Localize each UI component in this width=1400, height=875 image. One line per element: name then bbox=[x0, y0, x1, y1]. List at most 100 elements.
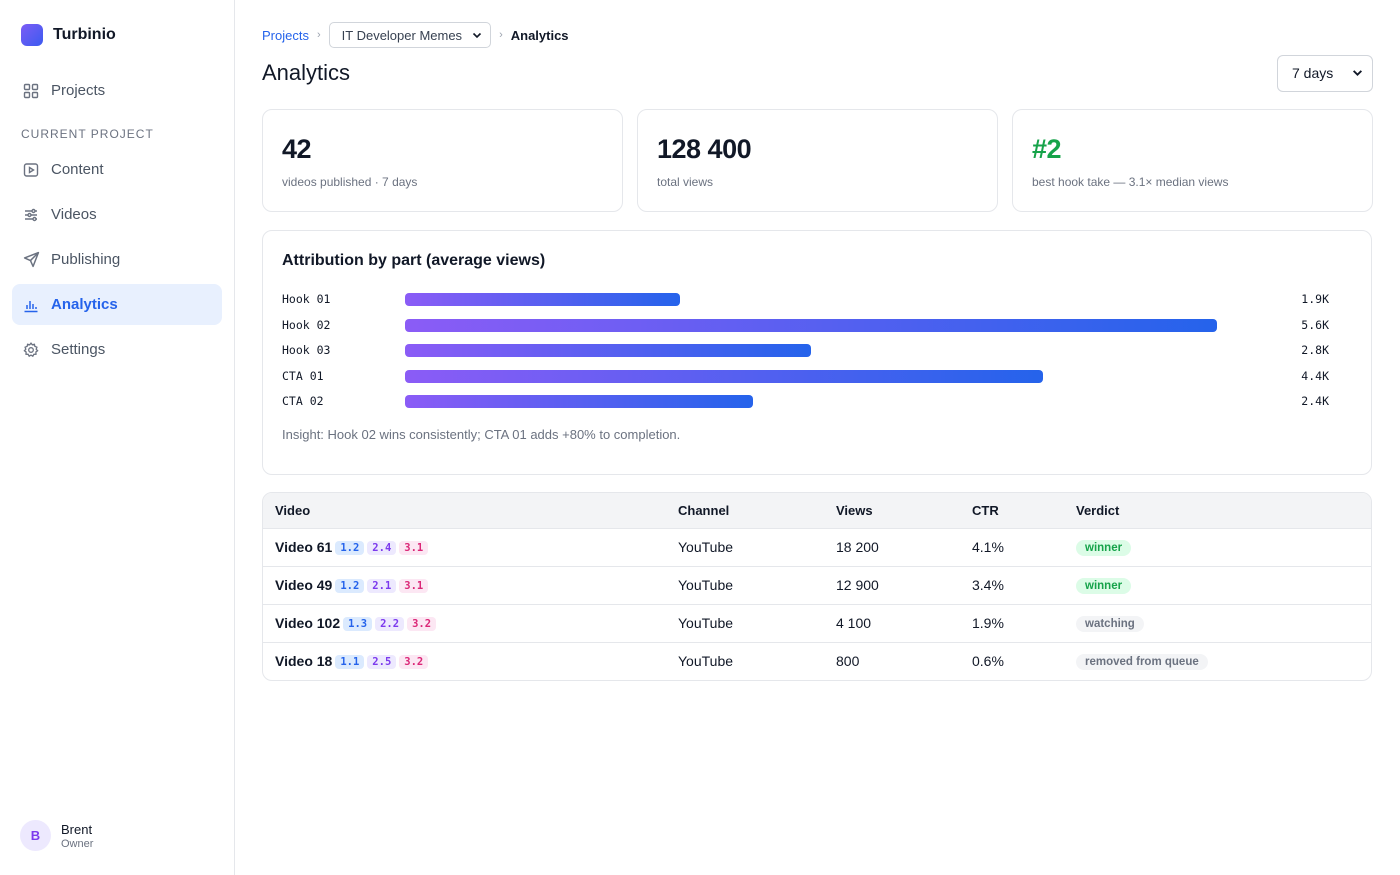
brand-name: Turbinio bbox=[53, 26, 116, 43]
bar-category-label: Hook 02 bbox=[282, 317, 331, 332]
cell-video: Video 18 1.1 2.5 3.2 bbox=[263, 641, 666, 680]
sidebar-item-analytics[interactable]: Analytics bbox=[12, 284, 222, 325]
cell-video: Video 61 1.2 2.4 3.1 bbox=[263, 527, 666, 566]
table-header-row: Video Channel Views CTR Verdict bbox=[263, 493, 1371, 528]
send-icon bbox=[22, 251, 40, 269]
bar-category-label: Hook 01 bbox=[282, 292, 331, 306]
part-tag: 2.4 bbox=[367, 541, 397, 555]
part-tag: 1.2 bbox=[335, 579, 365, 593]
part-tag: 3.1 bbox=[399, 541, 429, 555]
stat-card-best-hook: #2 best hook take — 3.1× median views bbox=[1012, 109, 1373, 212]
grid-icon bbox=[22, 82, 40, 100]
user-profile[interactable]: B Brent Owner bbox=[20, 820, 93, 851]
bar-category-label: CTA 02 bbox=[282, 394, 324, 409]
sidebar-item-label: Videos bbox=[51, 206, 97, 223]
date-range-value: 7 days bbox=[1292, 65, 1334, 81]
column-header-ctr[interactable]: CTR bbox=[960, 493, 1064, 528]
bar-row: Hook 03 2.8K bbox=[282, 339, 1352, 365]
cell-channel: YouTube bbox=[666, 565, 824, 604]
bar-track bbox=[405, 395, 1400, 409]
part-tag: 2.5 bbox=[367, 655, 397, 670]
title-row: Analytics 7 days bbox=[262, 54, 1373, 92]
status-badge: removed from queue bbox=[1076, 654, 1208, 671]
bar-category-label: CTA 01 bbox=[282, 368, 324, 383]
date-range-select[interactable]: 7 days bbox=[1277, 54, 1373, 92]
page-title: Analytics bbox=[262, 60, 351, 85]
breadcrumb-projects-link[interactable]: Projects bbox=[262, 27, 309, 43]
stat-value: 42 bbox=[282, 134, 312, 164]
video-name[interactable]: Video 61 bbox=[275, 539, 333, 555]
bar-category-label: Hook 03 bbox=[282, 343, 331, 358]
stat-label: best hook take — 3.1× median views bbox=[1032, 175, 1229, 189]
cell-views: 4 100 bbox=[824, 603, 960, 642]
part-tag: 1.2 bbox=[335, 541, 365, 555]
bar-value-label: 5.6K bbox=[1301, 317, 1329, 332]
bar-chart-icon bbox=[22, 296, 40, 314]
brand[interactable]: Turbinio bbox=[12, 0, 222, 70]
user-name: Brent bbox=[61, 821, 93, 837]
video-name[interactable]: Video 49 bbox=[275, 577, 333, 593]
sidebar-item-publishing[interactable]: Publishing bbox=[12, 239, 222, 280]
sidebar-item-label: Settings bbox=[51, 341, 106, 358]
cell-ctr: 1.9% bbox=[960, 603, 1064, 642]
part-tag: 1.1 bbox=[335, 655, 365, 670]
cell-video: Video 102 1.3 2.2 3.2 bbox=[263, 603, 666, 642]
cell-views: 12 900 bbox=[824, 565, 960, 604]
avatar: B bbox=[20, 820, 51, 851]
attribution-bar-chart: Hook 01 1.9K Hook 02 5.6K Hook 03 2.8K CTA 01 4… bbox=[282, 288, 1352, 416]
bar bbox=[405, 293, 681, 306]
cell-verdict: watching bbox=[1064, 603, 1371, 642]
table-row[interactable]: Video 61 1.2 2.4 3.1 YouTube 18 200 4.1% winner bbox=[263, 527, 1371, 566]
cell-verdict: removed from queue bbox=[1064, 641, 1371, 680]
table-row[interactable]: Video 18 1.1 2.5 3.2 YouTube 800 0.6% removed f… bbox=[263, 641, 1371, 680]
breadcrumb: Projects › IT Developer Memes › Analytic… bbox=[262, 22, 1373, 48]
sidebar-item-content[interactable]: Content bbox=[12, 149, 222, 190]
cell-verdict: winner bbox=[1064, 527, 1371, 566]
cell-channel: YouTube bbox=[666, 527, 824, 566]
bar-row: CTA 02 2.4K bbox=[282, 390, 1352, 416]
column-header-video[interactable]: Video bbox=[263, 493, 666, 528]
chevron-right-icon: › bbox=[499, 29, 503, 41]
sidebar-item-settings[interactable]: Settings bbox=[12, 329, 222, 370]
sidebar-item-label: Projects bbox=[51, 82, 106, 99]
table-body: Video 61 1.2 2.4 3.1 YouTube 18 200 4.1% winner… bbox=[263, 527, 1371, 680]
bar-track bbox=[405, 369, 1400, 383]
sidebar-item-projects[interactable]: Projects bbox=[12, 70, 222, 111]
cell-channel: YouTube bbox=[666, 603, 824, 642]
cell-ctr: 0.6% bbox=[960, 641, 1064, 680]
bar-track bbox=[405, 344, 1400, 358]
bar bbox=[405, 318, 1217, 332]
column-header-channel[interactable]: Channel bbox=[666, 493, 824, 528]
column-header-views[interactable]: Views bbox=[824, 493, 960, 528]
sidebar-item-label: Publishing bbox=[51, 251, 121, 268]
video-name[interactable]: Video 102 bbox=[275, 615, 341, 631]
bar bbox=[405, 344, 811, 358]
cell-verdict: winner bbox=[1064, 565, 1371, 604]
column-header-verdict[interactable]: Verdict bbox=[1064, 493, 1371, 528]
video-name[interactable]: Video 18 bbox=[275, 653, 333, 670]
bar bbox=[405, 395, 753, 409]
stats-row: 42 videos published · 7 days 128 400 tot… bbox=[262, 109, 1373, 212]
project-select[interactable]: IT Developer Memes bbox=[328, 22, 492, 48]
bar-value-label: 1.9K bbox=[1301, 292, 1329, 306]
part-tag: 3.2 bbox=[399, 655, 429, 670]
sidebar-item-videos[interactable]: Videos bbox=[12, 194, 222, 235]
section-label-current-project: CURRENT PROJECT bbox=[21, 127, 154, 141]
attribution-insight: Insight: Hook 02 wins consistently; CTA … bbox=[282, 426, 681, 442]
cell-channel: YouTube bbox=[666, 641, 824, 680]
bar-value-label: 2.8K bbox=[1301, 343, 1329, 358]
stat-value: 128 400 bbox=[657, 134, 752, 164]
table-row[interactable]: Video 102 1.3 2.2 3.2 YouTube 4 100 1.9% watchi… bbox=[263, 603, 1371, 642]
project-select-value: IT Developer Memes bbox=[341, 27, 463, 43]
stat-value: #2 bbox=[1032, 134, 1062, 164]
status-badge: winner bbox=[1076, 540, 1132, 556]
bar bbox=[405, 369, 1043, 383]
cell-views: 800 bbox=[824, 641, 960, 680]
table-row[interactable]: Video 49 1.2 2.1 3.1 YouTube 12 900 3.4% winner bbox=[263, 565, 1371, 604]
play-square-icon bbox=[22, 161, 40, 179]
cell-video: Video 49 1.2 2.1 3.1 bbox=[263, 565, 666, 604]
cell-views: 18 200 bbox=[824, 527, 960, 566]
cell-ctr: 3.4% bbox=[960, 565, 1064, 604]
status-badge: winner bbox=[1076, 578, 1132, 594]
bar-row: Hook 01 1.9K bbox=[282, 288, 1352, 314]
